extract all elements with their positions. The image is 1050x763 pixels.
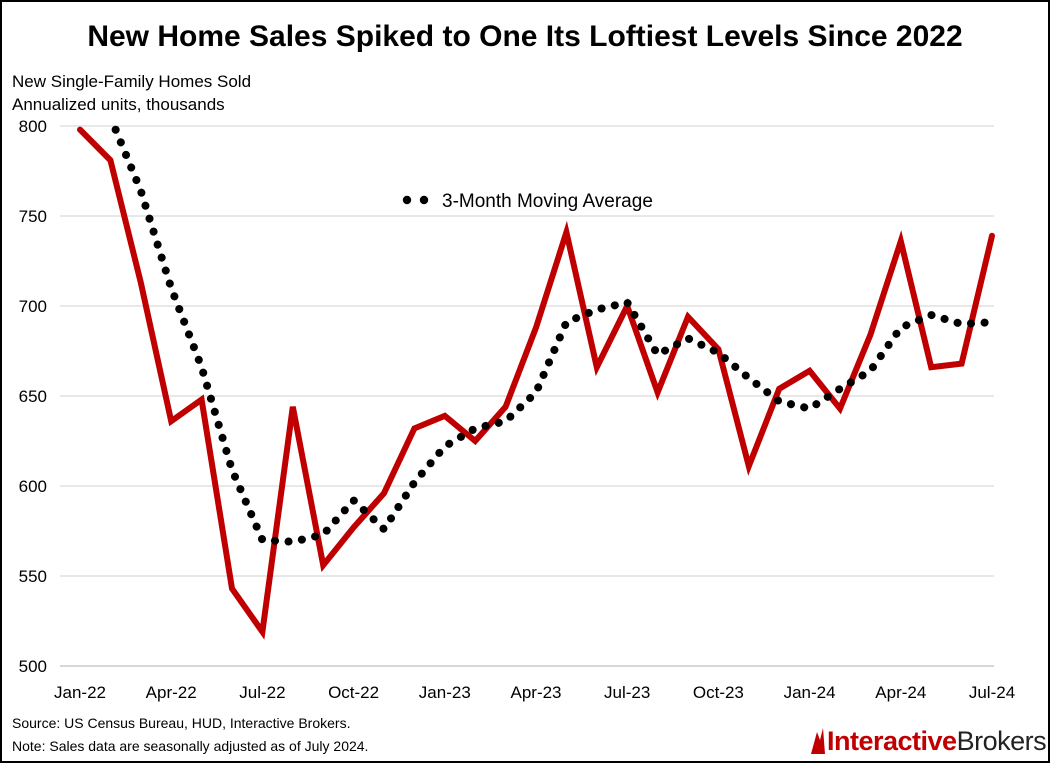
moving-average-line (108, 124, 996, 546)
x-tick-label: Jul-23 (604, 683, 650, 702)
x-axis-tick-labels: Jan-22 Apr-22 Jul-22 Oct-22 Jan-23 Apr-23 Jul-… (54, 683, 1015, 702)
interactive-brokers-logo: InteractiveBrokers (807, 726, 1047, 756)
logo-flame-icon (811, 728, 825, 754)
y-tick-label: 750 (19, 207, 47, 226)
x-tick-label: Jul-22 (239, 683, 285, 702)
chart-subtitle-line-2: Annualized units, thousands (12, 95, 225, 114)
y-tick-label: 800 (19, 117, 47, 136)
legend-label: 3-Month Moving Average (442, 191, 653, 212)
y-tick-label: 600 (19, 477, 47, 496)
y-tick-label: 550 (19, 567, 47, 586)
x-tick-label: Apr-24 (875, 683, 926, 702)
logo-wordmark: InteractiveBrokers (827, 726, 1047, 756)
sales-line (77, 126, 995, 640)
x-tick-label: Jan-24 (784, 683, 836, 702)
x-tick-label: Jan-23 (419, 683, 471, 702)
logo-word-interactive: Interactive (827, 726, 957, 756)
source-note: Source: US Census Bureau, HUD, Interacti… (12, 715, 351, 731)
series-group (77, 124, 996, 640)
x-tick-label: Apr-22 (146, 683, 197, 702)
chart-title: New Home Sales Spiked to One Its Lofties… (87, 20, 963, 53)
x-tick-label: Apr-23 (510, 683, 561, 702)
legend-marker-dot (419, 195, 429, 205)
y-tick-label: 650 (19, 387, 47, 406)
x-tick-label: Jul-24 (969, 683, 1015, 702)
chart-subtitle-line-1: New Single-Family Homes Sold (12, 72, 252, 91)
y-axis-tick-labels: 500 550 600 650 700 750 800 (19, 117, 47, 676)
x-tick-label: Oct-22 (328, 683, 379, 702)
y-tick-label: 500 (19, 657, 47, 676)
y-tick-label: 700 (19, 297, 47, 316)
logo-word-brokers: Brokers (956, 726, 1047, 756)
x-tick-label: Jan-22 (54, 683, 106, 702)
x-tick-label: Oct-23 (693, 683, 744, 702)
legend-marker-dot (402, 195, 412, 205)
legend: 3-Month Moving Average (402, 191, 653, 212)
footnote: Note: Sales data are seasonally adjusted… (12, 738, 369, 754)
